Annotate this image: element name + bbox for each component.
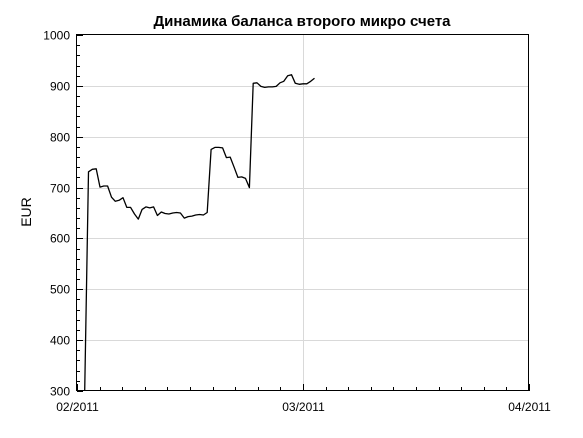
y-tick-label: 900 <box>50 80 70 94</box>
y-tick-label: 1000 <box>43 29 70 43</box>
series-layer <box>84 74 315 392</box>
x-tick-label: 03/2011 <box>282 400 325 414</box>
y-tick-label: 500 <box>50 283 70 297</box>
x-tick-label: 04/2011 <box>508 400 551 414</box>
y-tick-label: 600 <box>50 232 70 246</box>
y-tick-label: 700 <box>50 182 70 196</box>
x-tick-labels: 02/2011 03/2011 04/2011 <box>56 400 551 414</box>
chart-title: Динамика баланса второго микро счета <box>153 13 451 30</box>
grid <box>77 35 529 391</box>
series-line <box>84 74 315 392</box>
y-tick-label: 800 <box>50 131 70 145</box>
y-tick-label: 400 <box>50 334 70 348</box>
y-axis-label: EUR <box>18 197 34 227</box>
plot-frame <box>76 34 529 391</box>
x-tick-label: 02/2011 <box>56 400 99 414</box>
y-tick-label: 300 <box>50 385 70 399</box>
y-tick-labels: 300 400 500 600 700 800 900 1000 <box>43 29 70 399</box>
